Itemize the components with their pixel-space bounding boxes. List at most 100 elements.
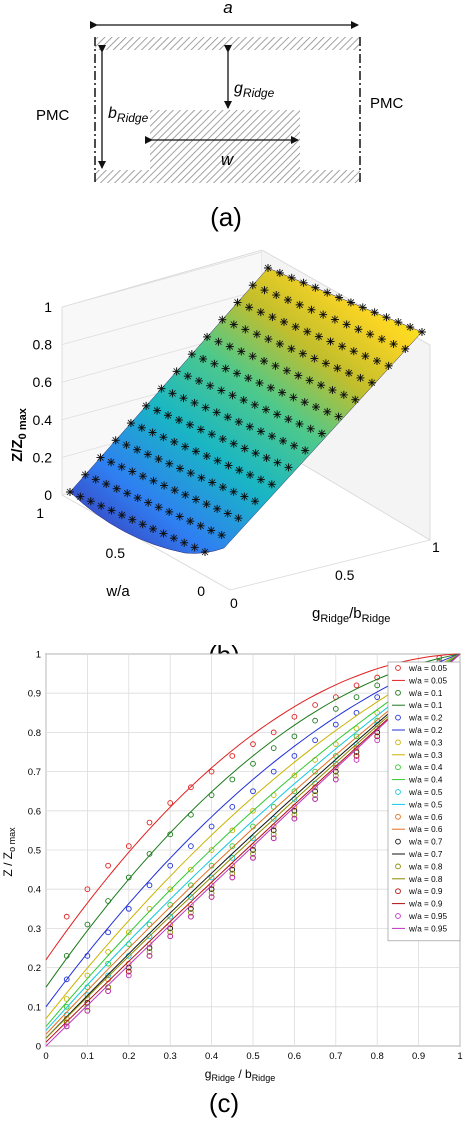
series-data-point <box>312 792 318 798</box>
series-data-point <box>332 706 339 712</box>
y-tick-label: 0.9 <box>28 689 41 700</box>
surface-g-axis-label: gRidge/bRidge <box>312 605 390 625</box>
top-plate <box>95 37 360 50</box>
legend-label: w/a = 0.7 <box>408 850 443 859</box>
surface-star-marker <box>225 342 234 351</box>
surface-star-marker <box>160 481 169 490</box>
surface-star-marker <box>208 478 217 487</box>
legend-label: w/a = 0.9 <box>408 900 443 909</box>
surface-star-marker <box>179 394 188 403</box>
legend-label: w/a = 0.3 <box>408 751 443 760</box>
surface-star-marker <box>334 412 343 421</box>
series-data-point <box>146 819 153 826</box>
panel-b-surface-plot: 0 0.2 0.4 0.6 0.8 1 1 0.5 0 0 0.5 1 Z/Z0 max … <box>0 249 474 680</box>
series-data-point <box>84 1003 91 1010</box>
y-tick-label: 0.3 <box>28 924 41 935</box>
surface-star-marker <box>144 498 153 507</box>
surface-star-marker <box>305 376 314 385</box>
surface-star-marker <box>196 521 205 530</box>
surface-star-marker <box>273 458 282 467</box>
surface-star-marker <box>186 469 195 478</box>
surface-star-markers <box>66 264 426 556</box>
legend-entry: w/a = 0.8 <box>392 875 443 884</box>
surface-star-marker <box>266 383 275 392</box>
series-data-point <box>229 874 236 881</box>
surface-star-marker <box>91 475 100 484</box>
x-tick-label: 0.5 <box>246 1051 259 1062</box>
series-data-point <box>105 898 111 904</box>
surface-mesh <box>69 267 423 554</box>
surface-star-marker <box>289 393 298 402</box>
legend-entry: w/a = 0.95 <box>392 924 447 933</box>
legend-label: w/a = 0.05 <box>408 664 447 673</box>
x-tick-label: 1 <box>457 1051 462 1062</box>
surface-star-marker <box>310 354 319 363</box>
series-data-point <box>229 753 236 759</box>
series-data-point <box>291 807 298 814</box>
pmc-label-right: PMC <box>370 95 404 112</box>
series-data-point <box>291 772 298 779</box>
surface-star-marker <box>311 403 320 412</box>
surface-star-marker <box>218 483 227 492</box>
series-data-point <box>374 682 381 689</box>
surface-star-marker <box>275 339 284 348</box>
chart-x-axis-label: gRidge / bRidge <box>205 1067 275 1083</box>
surface-star-marker <box>174 416 183 425</box>
surface-star-marker <box>287 273 296 282</box>
series-data-point <box>353 753 360 759</box>
y-tick-label: 0 <box>36 1042 41 1053</box>
surface-star-marker <box>170 486 179 495</box>
chart-y-tick-labels: 0 0.1 0.2 0.3 0.4 0.5 0.6 0.7 0.8 0.9 1 <box>28 650 41 1053</box>
surface-star-marker <box>228 391 237 400</box>
y-tick-label: 0.8 <box>28 728 41 739</box>
series-data-point <box>208 768 215 775</box>
series-data-point <box>374 694 381 700</box>
x-tick-label: 0.2 <box>122 1051 135 1062</box>
series-data-point <box>188 905 194 912</box>
series-data-point <box>229 843 236 849</box>
g-ridge-label: gRidge <box>234 80 275 100</box>
surface-star-marker <box>246 470 255 479</box>
surface-star-marker <box>143 450 152 459</box>
surface-star-marker <box>344 369 353 378</box>
surface-star-marker <box>241 325 250 334</box>
legend-label: w/a = 0.2 <box>408 714 443 723</box>
surface-star-marker <box>358 303 367 312</box>
a-label: a <box>223 0 232 17</box>
series-data-point <box>312 717 318 724</box>
y-tick-label: 0.6 <box>28 806 41 817</box>
legend-entry: w/a = 0.1 <box>395 689 443 698</box>
surface-star-marker <box>321 359 330 368</box>
x-tick-label: 0.7 <box>329 1051 342 1062</box>
surface-star-marker <box>394 318 403 327</box>
series-data-point <box>125 968 132 975</box>
legend-entry: w/a = 0.05 <box>395 664 447 673</box>
legend-entry: w/a = 0.4 <box>392 776 443 785</box>
series-data-point <box>125 905 132 912</box>
series-data-point <box>312 702 318 708</box>
pmc-label-left: PMC <box>36 107 70 124</box>
legend-marker-swatch <box>395 764 401 771</box>
legend-entry: w/a = 0.9 <box>392 900 443 909</box>
surface-star-marker <box>278 388 287 397</box>
surface-star-marker <box>245 422 254 431</box>
surface-star-marker <box>283 295 292 304</box>
surface-star-marker <box>180 538 189 547</box>
surface-star-marker <box>401 344 410 353</box>
surface-star-marker <box>126 419 135 428</box>
surface-star-marker <box>172 367 181 376</box>
series-data-point <box>125 929 132 936</box>
series-data-point <box>63 913 70 920</box>
surface-z-gridline <box>61 251 263 308</box>
surface-star-marker <box>133 493 142 502</box>
surface-star-marker <box>240 492 249 501</box>
surface-star-marker <box>207 430 216 439</box>
legend-label: w/a = 0.6 <box>408 825 443 834</box>
surface-star-marker <box>185 420 194 429</box>
surface-star-marker <box>138 520 147 529</box>
legend-entry: w/a = 0.9 <box>395 887 443 896</box>
series-data-point <box>353 694 360 700</box>
series-data-point <box>353 725 360 732</box>
surface-star-marker <box>176 464 185 473</box>
series-data-point <box>353 682 360 689</box>
